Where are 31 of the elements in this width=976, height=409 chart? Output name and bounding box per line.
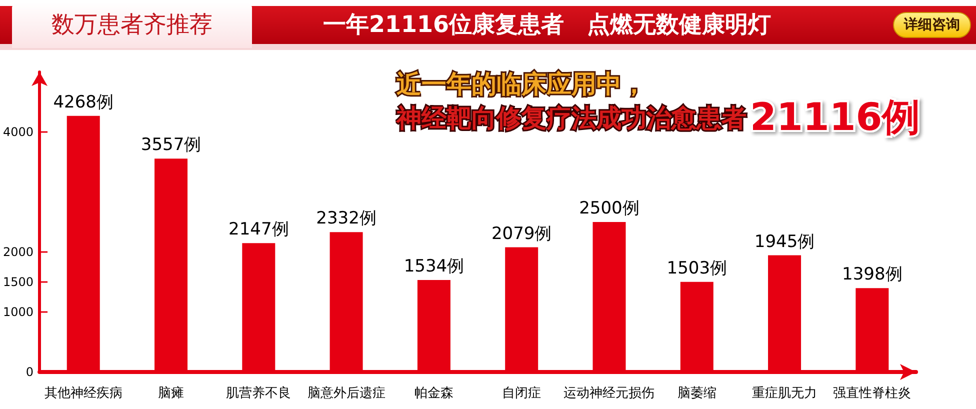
x-tick-label: 运动神经元损伤	[564, 386, 655, 401]
y-tick-label: 0	[26, 365, 34, 379]
x-tick-label: 帕金森	[414, 386, 454, 401]
y-tick-label: 2000	[2, 245, 34, 259]
data-label: 2500例	[579, 198, 640, 218]
data-label: 2147例	[228, 220, 289, 240]
chart-subtitle: 数万患者齐推荐	[12, 2, 252, 48]
data-label: 1945例	[754, 232, 815, 252]
data-label: 2079例	[491, 224, 552, 244]
y-tick-label: 1000	[2, 305, 34, 319]
data-label: 1534例	[404, 256, 464, 276]
data-label: 1503例	[666, 258, 728, 278]
x-tick-label: 脑瘫	[158, 386, 184, 401]
annotation: 21116例	[750, 95, 920, 139]
data-label: 2332例	[316, 208, 376, 229]
consult-button: 详细咨询	[893, 12, 971, 38]
x-tick-label: 自闭症	[502, 386, 542, 401]
annotation: 神经靶向修复疗法成功治愈患者	[396, 104, 746, 132]
data-label: 1398例	[842, 264, 902, 285]
x-tick-label: 强直性脊柱炎	[833, 386, 912, 401]
y-tick-label: 4000	[2, 125, 34, 139]
data-label: 3557例	[140, 135, 202, 156]
data-label: 4268例	[53, 92, 114, 112]
y-tick-label: 1500	[2, 275, 34, 289]
x-tick-label: 重症肌无力	[752, 386, 818, 401]
annotation: 近一年的临床应用中，	[396, 70, 646, 98]
x-tick-label: 脑意外后遗症	[307, 386, 386, 401]
x-tick-label: 脑萎缩	[677, 386, 716, 401]
chart-title: 一年21116位康复患者 点燃无数健康明灯	[322, 11, 772, 40]
x-tick-label: 肌营养不良	[226, 385, 292, 401]
x-tick-label: 其他神经疾病	[44, 386, 122, 401]
